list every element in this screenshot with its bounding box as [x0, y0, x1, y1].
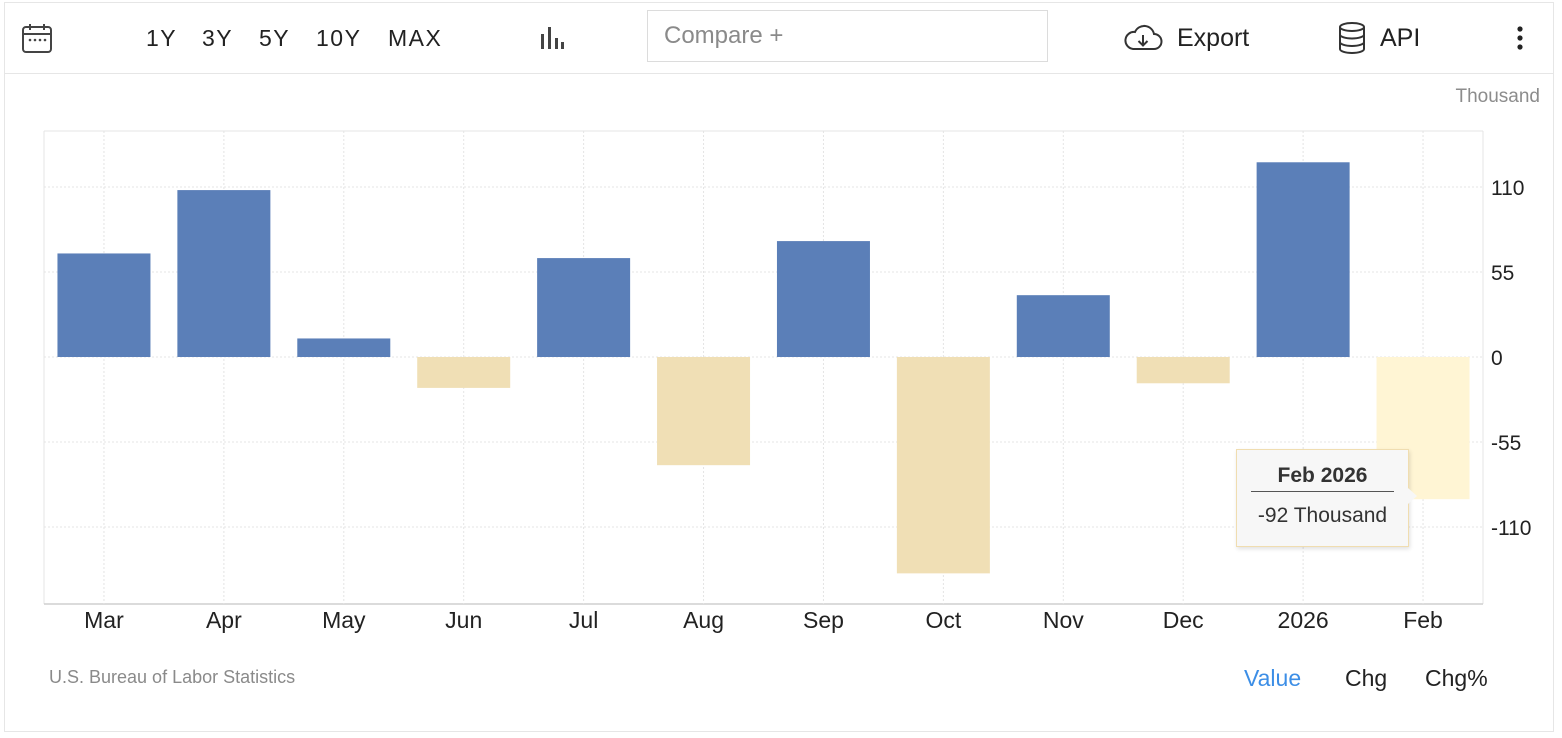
calendar-icon — [22, 24, 52, 53]
export-button[interactable]: Export — [1123, 3, 1249, 73]
vertical-dots-icon — [1517, 26, 1523, 50]
compare-input[interactable]: Compare + — [647, 10, 1048, 62]
bar — [57, 253, 151, 357]
database-icon — [1339, 22, 1365, 54]
bar — [896, 357, 990, 574]
x-tick-label: Apr — [206, 607, 242, 633]
chart-type-button[interactable] — [539, 3, 565, 73]
bar — [537, 258, 631, 357]
y-tick-label: -55 — [1491, 432, 1521, 455]
x-tick-label: Jun — [445, 607, 482, 633]
source-label: U.S. Bureau of Labor Statistics — [49, 667, 296, 687]
unit-label: Thousand — [1455, 86, 1540, 107]
bars — [57, 162, 1470, 574]
period-10y-button[interactable]: 10Y — [316, 24, 362, 51]
mode-chg-pct-tab[interactable]: Chg% — [1425, 665, 1488, 691]
x-tick-label: Dec — [1163, 607, 1204, 633]
bar — [1016, 295, 1110, 357]
period-1y-button[interactable]: 1Y — [146, 24, 178, 51]
api-label: API — [1380, 23, 1421, 52]
bar — [776, 241, 870, 357]
axes: 110 55 0 -55 -110 Mar Apr May Jun Jul Aug Sep Oct Nov… — [84, 177, 1531, 633]
tooltip: Feb 2026 -92 Thousand — [1236, 449, 1417, 547]
bar — [657, 357, 751, 466]
x-tick-label: May — [322, 607, 366, 633]
bar — [1256, 162, 1350, 357]
mode-value-tab[interactable]: Value — [1244, 665, 1302, 691]
x-tick-label: Oct — [925, 607, 961, 633]
x-tick-label: Aug — [683, 607, 724, 633]
bar — [1136, 357, 1230, 384]
bar — [417, 357, 511, 388]
bar — [177, 190, 271, 357]
y-tick-label: 110 — [1491, 177, 1524, 200]
x-tick-label: Feb — [1403, 607, 1443, 633]
cloud-download-icon — [1124, 24, 1163, 50]
chart-widget: 1Y 3Y 5Y 10Y MAX Compare + Export — [4, 2, 1554, 732]
export-label: Export — [1177, 23, 1250, 52]
grid — [43, 130, 1484, 605]
bar-chart-icon — [541, 27, 564, 49]
period-3y-button[interactable]: 3Y — [202, 24, 234, 51]
x-tick-label: Jul — [569, 607, 598, 633]
y-tick-label: -110 — [1491, 517, 1531, 540]
toolbar: 1Y 3Y 5Y 10Y MAX Compare + Export — [5, 3, 1553, 74]
period-max-button[interactable]: MAX — [388, 24, 443, 51]
more-menu-button[interactable] — [1515, 3, 1525, 73]
tooltip-value: -92 Thousand — [1257, 504, 1388, 527]
x-tick-label: Mar — [84, 607, 124, 633]
mode-chg-tab[interactable]: Chg — [1345, 665, 1388, 691]
tooltip-title: Feb 2026 — [1251, 464, 1394, 492]
bar — [297, 338, 391, 357]
calendar-button[interactable] — [21, 3, 53, 73]
tooltip-arrow — [1408, 488, 1417, 504]
x-tick-label: 2026 — [1278, 607, 1329, 633]
y-tick-label: 0 — [1491, 347, 1503, 370]
x-tick-label: Sep — [803, 607, 844, 633]
api-button[interactable]: API — [1338, 3, 1420, 73]
x-tick-label: Nov — [1043, 607, 1084, 633]
y-tick-label: 55 — [1491, 262, 1514, 285]
period-5y-button[interactable]: 5Y — [259, 24, 291, 51]
